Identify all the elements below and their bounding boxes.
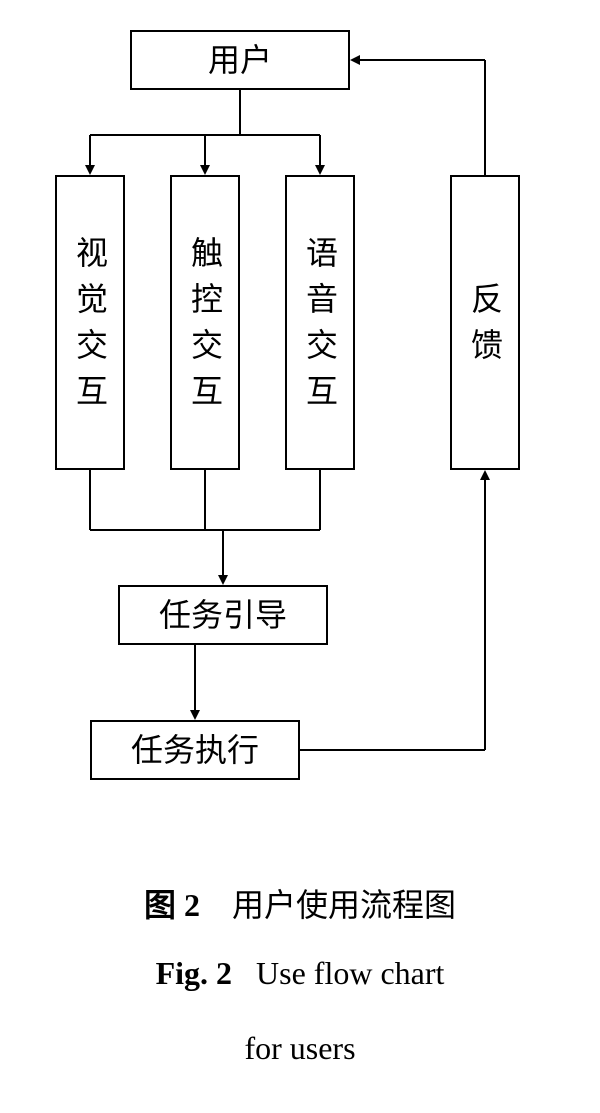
caption-en-text2: for users [244, 1030, 355, 1066]
node-visual-label: 视觉交互 [67, 236, 113, 420]
caption-cn-text: 用户使用流程图 [232, 887, 456, 923]
node-task-exec: 任务执行 [90, 720, 300, 780]
edges-layer [0, 0, 600, 1113]
flowchart-diagram: 用户 视觉交互 触控交互 语音交互 反馈 任务引导 任务执行 图 2 用户使用流… [0, 0, 600, 1113]
node-touch-label: 触控交互 [182, 236, 228, 420]
node-task-guide: 任务引导 [118, 585, 328, 645]
caption-cn: 图 2 用户使用流程图 [0, 880, 600, 926]
node-touch: 触控交互 [170, 175, 240, 470]
caption-cn-prefix: 图 2 [144, 887, 200, 923]
node-user-label: 用户 [208, 44, 272, 76]
node-user: 用户 [130, 30, 350, 90]
caption-en-line2: for users [0, 1030, 600, 1067]
node-voice-label: 语音交互 [297, 236, 343, 420]
node-visual: 视觉交互 [55, 175, 125, 470]
caption-en-text1: Use flow chart [256, 955, 444, 991]
node-feedback: 反馈 [450, 175, 520, 470]
node-feedback-label: 反馈 [462, 282, 508, 374]
node-task-guide-label: 任务引导 [159, 599, 287, 631]
node-task-exec-label: 任务执行 [131, 734, 259, 766]
caption-en-prefix: Fig. 2 [156, 955, 232, 991]
node-voice: 语音交互 [285, 175, 355, 470]
caption-en-line1: Fig. 2 Use flow chart [0, 955, 600, 992]
